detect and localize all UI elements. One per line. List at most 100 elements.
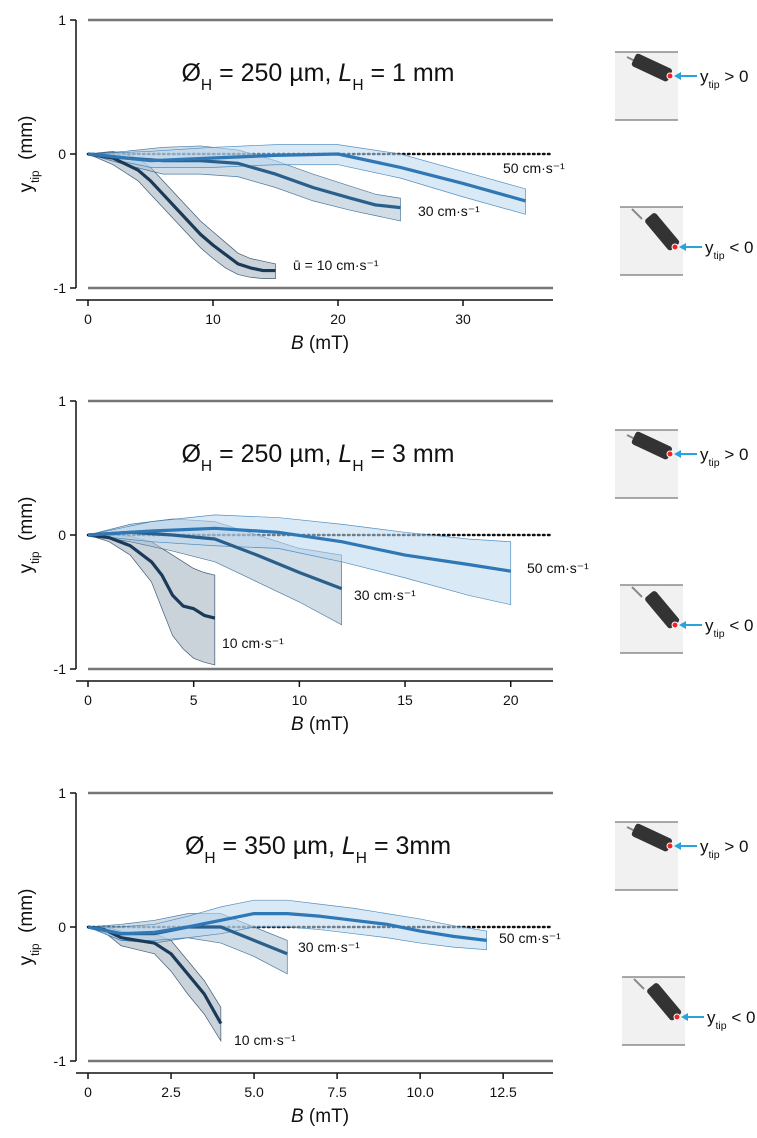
y-axis-label: ytip (mm) xyxy=(16,889,42,966)
x-axis-label: B (mT) xyxy=(291,714,349,735)
sample xyxy=(645,213,680,251)
series-label: 50 cm·s⁻¹ xyxy=(527,560,589,576)
series-line xyxy=(87,912,487,942)
text-part: tip xyxy=(716,1020,727,1032)
arrow-head xyxy=(681,1013,688,1021)
sample xyxy=(631,431,672,460)
text-part: = 3 mm xyxy=(364,440,455,468)
text-part: tip xyxy=(29,551,42,564)
arrow-head xyxy=(674,450,681,458)
x-tick-label: 15 xyxy=(397,692,413,708)
series-label: 30 cm·s⁻¹ xyxy=(418,203,480,219)
sample xyxy=(647,983,682,1021)
series-label: 50 cm·s⁻¹ xyxy=(499,930,561,946)
tip-dot xyxy=(666,842,674,850)
y-tick-label: 1 xyxy=(58,393,66,409)
y-tick-label: -1 xyxy=(54,661,67,677)
y-axis-label: ytip (mm) xyxy=(16,497,42,574)
text-part: H xyxy=(201,458,212,475)
text-part: Ø xyxy=(181,440,200,468)
text-part: H xyxy=(201,77,212,94)
text-part: tip xyxy=(714,628,725,640)
x-tick-label: 5 xyxy=(190,692,198,708)
text-part: > 0 xyxy=(720,445,749,464)
text-part: B xyxy=(291,333,304,354)
text-part: (mT) xyxy=(304,333,349,354)
text-part: = 1 mm xyxy=(364,59,455,87)
series-label: 10 cm·s⁻¹ xyxy=(234,1032,296,1048)
text-part: Ø xyxy=(181,59,200,87)
text-part: < 0 xyxy=(727,1008,756,1027)
text-part: y xyxy=(700,445,709,464)
text-part: B xyxy=(291,714,304,735)
x-tick-label: 20 xyxy=(503,692,519,708)
text-part: y xyxy=(16,955,37,965)
inset-label: ytip > 0 xyxy=(700,445,748,469)
chart-title: ØH = 250 µm, LH = 3 mm xyxy=(181,440,454,475)
x-axis-label: B (mT) xyxy=(291,333,349,354)
x-tick-label: 5.0 xyxy=(244,1084,264,1100)
x-tick-label: 7.5 xyxy=(327,1084,347,1100)
series-line xyxy=(87,152,526,203)
text-part: (mT) xyxy=(304,1106,349,1127)
text-part: L xyxy=(338,440,352,468)
x-tick-label: 10 xyxy=(205,311,221,327)
text-part: = 250 µm, xyxy=(212,440,338,468)
text-part: tip xyxy=(709,457,720,469)
series-label: 10 cm·s⁻¹ xyxy=(222,635,284,651)
text-part: (mm) xyxy=(16,116,37,171)
y-tick-label: 1 xyxy=(58,12,66,28)
inset-label: ytip < 0 xyxy=(705,238,753,262)
inset-label: ytip < 0 xyxy=(705,616,753,640)
series-line xyxy=(87,526,511,573)
text-part: y xyxy=(16,563,37,573)
series-line xyxy=(87,152,276,273)
sample xyxy=(645,591,680,629)
text-part: > 0 xyxy=(720,837,749,856)
arrow-head xyxy=(674,72,681,80)
text-part: > 0 xyxy=(720,67,749,86)
text-part: y xyxy=(16,182,37,192)
text-part: tip xyxy=(29,943,42,956)
y-tick-label: -1 xyxy=(54,280,67,296)
text-part: = 3mm xyxy=(367,832,451,860)
tip-dot xyxy=(666,72,674,80)
x-tick-label: 12.5 xyxy=(490,1084,517,1100)
tip-dot xyxy=(666,450,674,458)
text-part: y xyxy=(700,67,709,86)
x-tick-label: 30 xyxy=(455,311,471,327)
text-part: Ø xyxy=(185,832,204,860)
text-part: L xyxy=(342,832,356,860)
series-label: 30 cm·s⁻¹ xyxy=(298,939,360,955)
x-tick-label: 2.5 xyxy=(161,1084,181,1100)
arrow-head xyxy=(679,243,686,251)
text-part: y xyxy=(700,837,709,856)
rod xyxy=(633,978,645,990)
y-tick-label: 0 xyxy=(58,919,66,935)
arrow-head xyxy=(674,842,681,850)
text-part: (mm) xyxy=(16,497,37,552)
text-part: y xyxy=(707,1008,716,1027)
tip-dot xyxy=(671,621,679,629)
x-tick-label: 0 xyxy=(84,311,92,327)
inset-label: ytip > 0 xyxy=(700,837,748,861)
text-part: < 0 xyxy=(725,238,754,257)
series-label: 50 cm·s⁻¹ xyxy=(503,160,565,176)
tip-dot xyxy=(673,1013,681,1021)
tip-dot xyxy=(671,243,679,251)
text-part: H xyxy=(356,850,367,867)
text-part: = 350 µm, xyxy=(216,832,342,860)
y-tick-label: -1 xyxy=(54,1053,67,1069)
inset-label: ytip > 0 xyxy=(700,67,748,91)
y-tick-label: 0 xyxy=(58,146,66,162)
text-part: (mT) xyxy=(304,714,349,735)
text-part: B xyxy=(291,1106,304,1127)
text-part: tip xyxy=(709,79,720,91)
sample xyxy=(631,823,672,852)
x-axis-label: B (mT) xyxy=(291,1106,349,1127)
text-part: H xyxy=(352,458,363,475)
